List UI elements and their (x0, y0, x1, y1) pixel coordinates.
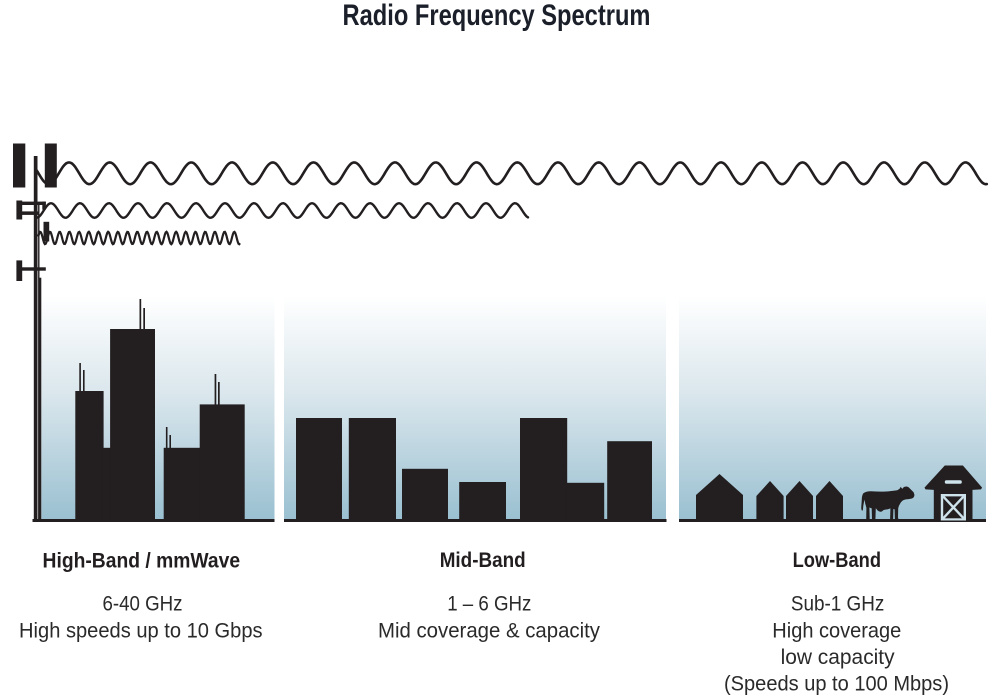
svg-text:6-40 GHz: 6-40 GHz (103, 593, 183, 616)
svg-text:Mid-Band: Mid-Band (440, 549, 526, 572)
svg-text:1 – 6 GHz: 1 – 6 GHz (447, 593, 531, 616)
svg-text:(Speeds up to 100 Mbps): (Speeds up to 100 Mbps) (724, 673, 949, 696)
svg-text:Radio Frequency Spectrum: Radio Frequency Spectrum (343, 0, 651, 32)
svg-text:Sub-1 GHz: Sub-1 GHz (791, 593, 885, 616)
svg-text:Low-Band: Low-Band (793, 549, 881, 572)
svg-text:low capacity: low capacity (781, 646, 895, 669)
svg-text:High-Band / mmWave: High-Band / mmWave (43, 550, 241, 573)
svg-text:High speeds up to 10 Gbps: High speeds up to 10 Gbps (19, 619, 263, 642)
svg-text:Mid coverage & capacity: Mid coverage & capacity (378, 619, 600, 642)
svg-text:High coverage: High coverage (772, 619, 901, 642)
